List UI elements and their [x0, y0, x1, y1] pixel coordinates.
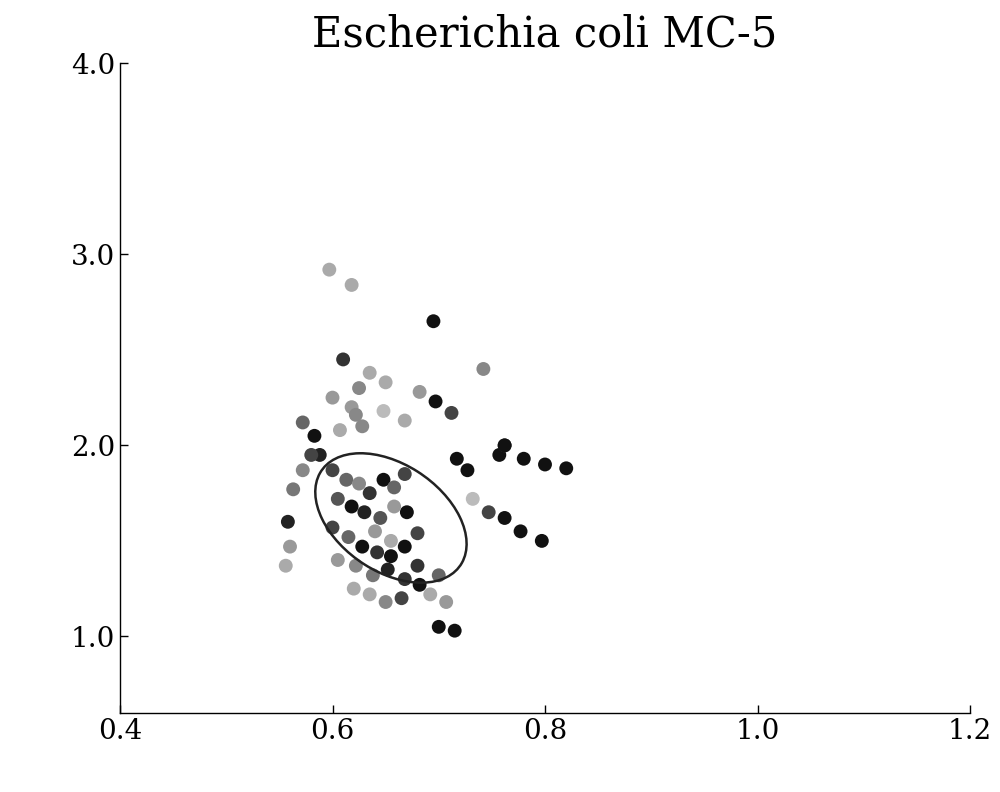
Point — [362, 487, 378, 500]
Point — [410, 527, 426, 539]
Point — [295, 416, 311, 428]
Point — [412, 386, 428, 398]
Point — [497, 512, 513, 524]
Point — [397, 468, 413, 481]
Title: Escherichia coli MC-5: Escherichia coli MC-5 — [312, 13, 778, 55]
Point — [312, 448, 328, 461]
Point — [397, 573, 413, 585]
Point — [537, 458, 553, 470]
Point — [348, 409, 364, 421]
Point — [497, 439, 513, 451]
Point — [354, 420, 370, 432]
Point — [397, 540, 413, 553]
Point — [303, 448, 319, 461]
Point — [380, 563, 396, 576]
Point — [397, 414, 413, 427]
Point — [278, 559, 294, 572]
Point — [491, 448, 507, 461]
Point — [338, 474, 354, 486]
Point — [516, 452, 532, 465]
Point — [356, 506, 372, 519]
Point — [449, 452, 465, 465]
Point — [376, 405, 392, 417]
Point — [428, 395, 444, 408]
Point — [362, 588, 378, 600]
Point — [321, 263, 337, 276]
Point — [383, 535, 399, 547]
Point — [295, 464, 311, 477]
Point — [394, 592, 410, 604]
Point — [362, 367, 378, 379]
Point — [344, 279, 360, 291]
Point — [378, 596, 394, 608]
Point — [282, 540, 298, 553]
Point — [324, 521, 340, 534]
Point — [513, 525, 529, 538]
Point — [412, 578, 428, 591]
Point — [330, 493, 346, 505]
Point — [372, 512, 388, 524]
Point — [344, 401, 360, 413]
Point — [399, 506, 415, 519]
Point — [386, 481, 402, 493]
Point — [459, 464, 475, 477]
Point — [378, 376, 394, 389]
Point — [481, 506, 497, 519]
Point — [351, 382, 367, 394]
Point — [386, 501, 402, 513]
Point — [425, 315, 441, 328]
Point — [438, 596, 454, 608]
Point — [335, 353, 351, 366]
Point — [354, 540, 370, 553]
Point — [422, 588, 438, 600]
Point — [475, 363, 491, 375]
Point — [465, 493, 481, 505]
Point — [332, 424, 348, 436]
Point — [534, 535, 550, 547]
Point — [376, 474, 392, 486]
Point — [280, 516, 296, 528]
Point — [431, 620, 447, 633]
Point — [351, 478, 367, 490]
Point — [348, 559, 364, 572]
Point — [330, 554, 346, 566]
Point — [324, 391, 340, 404]
Point — [447, 624, 463, 637]
Point — [369, 546, 385, 558]
Point — [340, 531, 356, 543]
Point — [367, 525, 383, 538]
Point — [365, 569, 381, 581]
Point — [285, 483, 301, 496]
Point — [383, 550, 399, 562]
Point — [431, 569, 447, 581]
Point — [324, 464, 340, 477]
Point — [444, 406, 460, 419]
Point — [497, 439, 513, 451]
Point — [306, 429, 322, 442]
Point — [344, 501, 360, 513]
Point — [346, 582, 362, 595]
Point — [558, 462, 574, 474]
Point — [410, 559, 426, 572]
